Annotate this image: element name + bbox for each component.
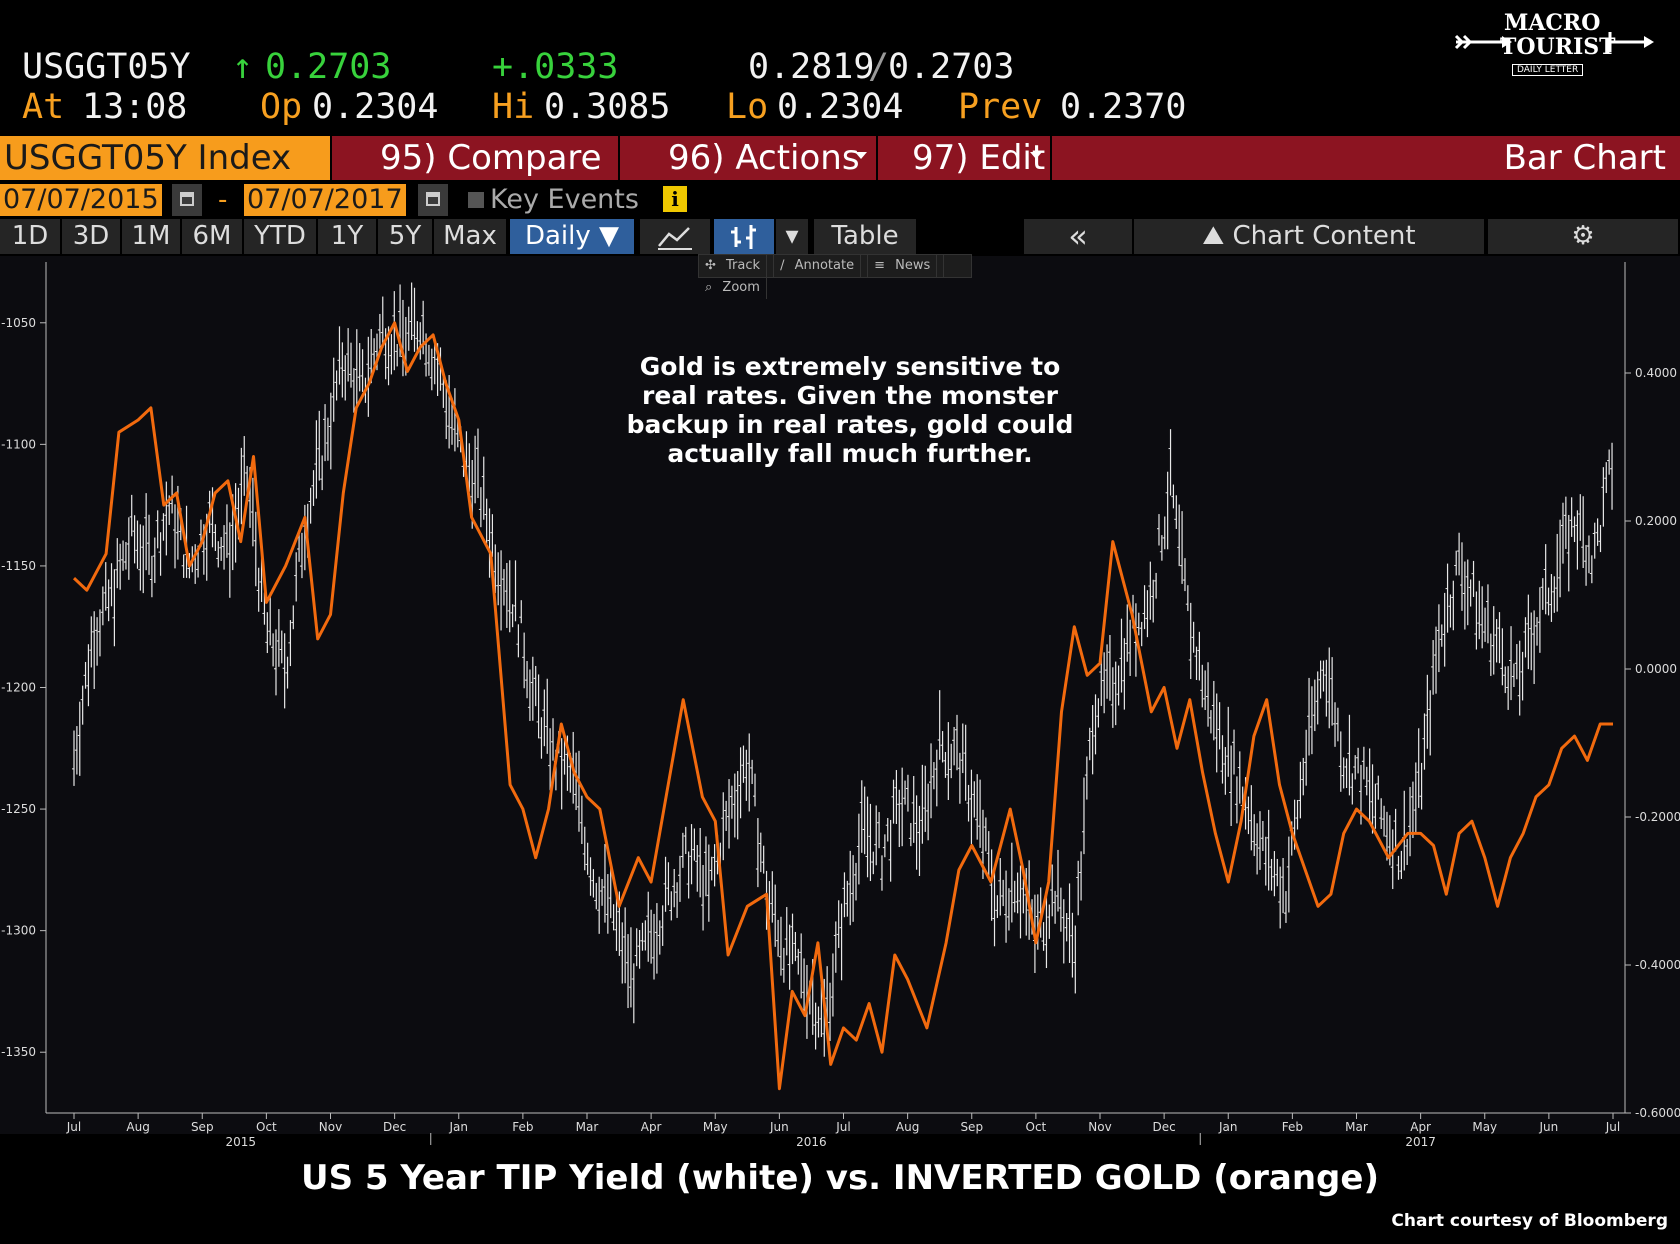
- chart-title: US 5 Year TIP Yield (white) vs. INVERTED…: [300, 1158, 1379, 1198]
- x-year-label: 2015: [225, 1135, 256, 1149]
- range-ytd-button[interactable]: YTD: [244, 219, 316, 254]
- track-tool[interactable]: ✣ Track: [699, 255, 775, 277]
- open-value: 0.2304: [312, 87, 439, 127]
- settings-gear-icon[interactable]: ⚙: [1488, 219, 1678, 254]
- ticker-symbol: USGGT05Y: [22, 47, 191, 87]
- key-events-checkbox[interactable]: [468, 192, 484, 208]
- annotate-label: Annotate: [789, 255, 862, 277]
- security-field[interactable]: USGGT05Y Index: [0, 136, 330, 180]
- end-date-field[interactable]: 07/07/2017: [244, 184, 406, 216]
- date-dash: -: [218, 185, 228, 215]
- range-5y-button[interactable]: 5Y: [378, 219, 432, 254]
- collapse-panel-icon[interactable]: «: [1024, 219, 1132, 254]
- x-year-label: 2017: [1405, 1135, 1436, 1149]
- table-button[interactable]: Table: [814, 219, 916, 254]
- bar-chart-icon[interactable]: [714, 219, 774, 254]
- key-events-label: Key Events: [490, 184, 639, 215]
- calendar-icon[interactable]: [418, 184, 448, 216]
- low-value: 0.2304: [777, 87, 904, 127]
- high-value: 0.3085: [544, 87, 671, 127]
- ask-price: 0.2703: [888, 47, 1015, 87]
- prev-value: 0.2370: [1060, 87, 1187, 127]
- divider: [618, 136, 620, 180]
- info-icon[interactable]: i: [663, 186, 687, 212]
- zoom-label: Zoom: [716, 277, 767, 299]
- logo-line1: MACRO: [1504, 10, 1601, 36]
- chevron-down-icon: [1030, 152, 1042, 159]
- range-1y-button[interactable]: 1Y: [318, 219, 376, 254]
- logo-arrows-icon: [1454, 32, 1654, 52]
- track-label: Track: [720, 255, 768, 277]
- low-label: Lo: [726, 87, 769, 127]
- range-3d-button[interactable]: 3D: [62, 219, 120, 254]
- chart-credit: Chart courtesy of Bloomberg: [1391, 1211, 1668, 1231]
- prev-label: Prev: [958, 87, 1043, 127]
- up-arrow-icon: ↑: [232, 47, 254, 87]
- period-dropdown[interactable]: Daily ▼: [510, 219, 634, 254]
- compare-button[interactable]: 95) Compare: [380, 138, 602, 178]
- x-year-label: 2016: [796, 1135, 827, 1149]
- news-tool[interactable]: ≡ News: [868, 255, 945, 277]
- quote-time: 13:08: [82, 87, 188, 127]
- logo-line2: TOURIST: [1500, 34, 1616, 60]
- high-label: Hi: [492, 87, 535, 127]
- macro-tourist-logo: MACRO TOURIST DAILY LETTER: [1450, 10, 1660, 90]
- chart-content-label: Chart Content: [1232, 221, 1416, 251]
- chart-tools-bar: ✣ Track ∕ Annotate ≡ News ⌕ Zoom: [698, 254, 972, 299]
- chevron-down-icon: [855, 152, 867, 159]
- net-change: +.0333: [492, 47, 619, 87]
- last-price: 0.2703: [265, 47, 392, 87]
- divider: [1050, 136, 1052, 180]
- range-1m-button[interactable]: 1M: [122, 219, 180, 254]
- annotate-tool[interactable]: ∕ Annotate: [774, 255, 869, 277]
- start-date-field[interactable]: 07/07/2015: [0, 184, 162, 216]
- logo-line3: DAILY LETTER: [1512, 64, 1584, 76]
- chart-type-label: Bar Chart: [1503, 138, 1666, 178]
- zoom-tool[interactable]: ⌕ Zoom: [699, 277, 773, 299]
- divider: [876, 136, 878, 180]
- chart-style-chevron-icon[interactable]: ▾: [776, 219, 808, 254]
- range-max-button[interactable]: Max: [434, 219, 506, 254]
- news-label: News: [889, 255, 938, 277]
- calendar-icon[interactable]: [172, 184, 202, 216]
- chart-content-button[interactable]: ⛰ Chart Content: [1134, 219, 1484, 254]
- range-1d-button[interactable]: 1D: [0, 219, 60, 254]
- time-label: At: [22, 87, 65, 127]
- range-6m-button[interactable]: 6M: [182, 219, 242, 254]
- line-chart-icon[interactable]: [640, 219, 710, 254]
- divider: [330, 136, 332, 180]
- bid-price: 0.2819: [748, 47, 875, 87]
- edit-button[interactable]: 97) Edit: [912, 138, 1046, 178]
- bid-ask-separator: /: [868, 47, 890, 87]
- actions-button[interactable]: 96) Actions: [668, 138, 860, 178]
- chart-content-icon: ⛰: [1202, 221, 1233, 251]
- chart-annotation: Gold is extremely sensitive to real rate…: [626, 352, 1074, 468]
- open-label: Op: [260, 87, 303, 127]
